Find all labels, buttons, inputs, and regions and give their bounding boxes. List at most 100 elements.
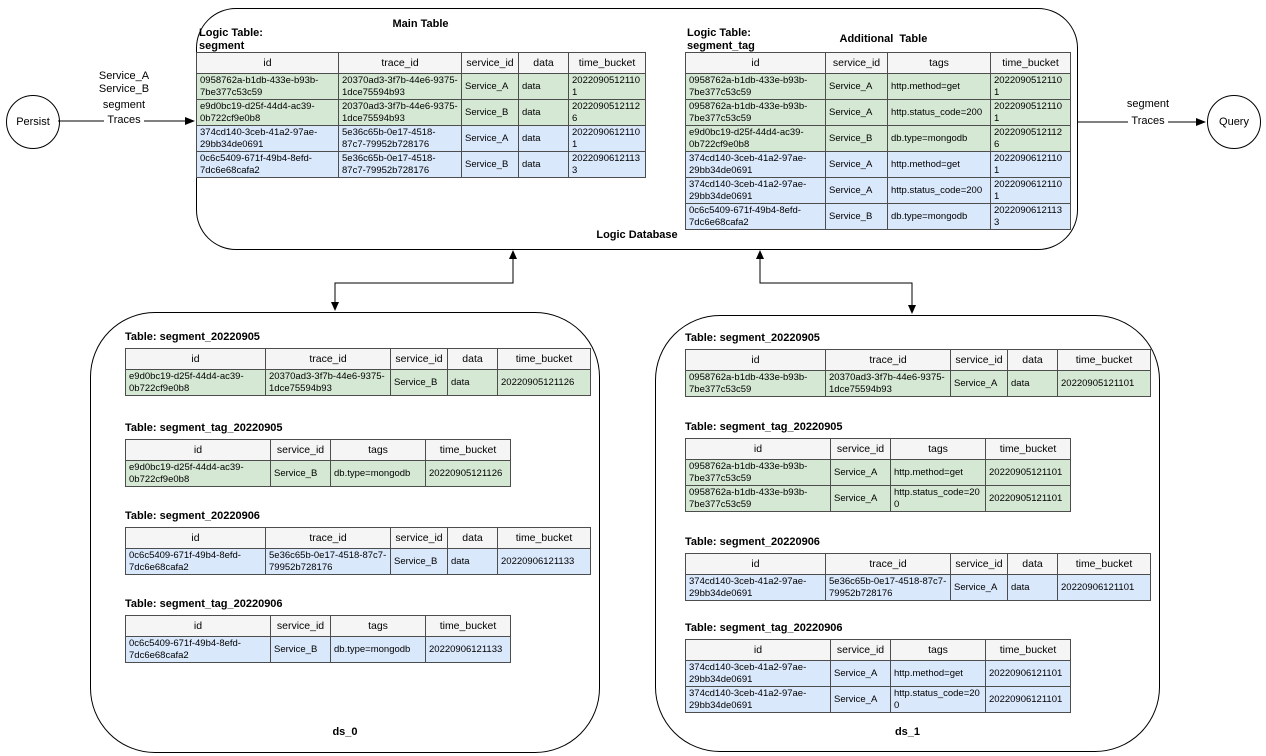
table-row: 0c6c5409-671f-49b4-8efd-7dc6e68cafa2 Serv…: [125, 636, 511, 663]
table-cell: 0958762a-b1db-433e-b93b-7be377c53c59: [685, 459, 831, 486]
ds0-table-segment-20220906: id trace_id service_id data time_bucket 0c6c5…: [125, 527, 591, 575]
table-cell: data: [518, 99, 569, 126]
data-table: id trace_id service_id data time_bucket 0c6c5…: [125, 527, 591, 575]
table-cell: Service_B: [390, 369, 448, 396]
ds0-connector-line: [334, 252, 514, 309]
data-table: id trace_id service_id data time_bucket e9d0b…: [125, 348, 591, 396]
additional-table-title: Additional Table: [839, 33, 928, 45]
query-node: Query: [1207, 95, 1261, 149]
ds1-table-group-segment-tag-20220906: Table: segment_tag_20220906 id service_id…: [685, 622, 1071, 713]
header-row: id service_id tags time_bucket: [685, 639, 1071, 661]
table-cell: http.method=get: [890, 660, 986, 687]
table-title: Table: segment_tag_20220905: [125, 422, 283, 434]
table-cell: e9d0bc19-d25f-44d4-ac39-0b722cf9e0b8: [685, 125, 826, 152]
column-header: service_id: [461, 52, 519, 74]
table-row: 0958762a-b1db-433e-b93b-7be377c53c59 2037…: [685, 370, 1151, 397]
ds0-label: ds_0: [332, 726, 358, 738]
table-cell: http.status_code=200: [887, 177, 991, 204]
data-table: id service_id tags time_bucket 0958762a-b1db…: [685, 438, 1071, 512]
logic-table-segment-tag: id service_id tags time_bucket 0958762a-b1db…: [685, 52, 1071, 230]
ds1-table-segment-20220906: id trace_id service_id data time_bucket 374cd…: [685, 553, 1151, 601]
table-row: 374cd140-3ceb-41a2-97ae-29bb34de0691 Serv…: [685, 151, 1071, 178]
table-cell: data: [518, 125, 569, 152]
table-cell: 20220906121101: [990, 177, 1071, 204]
table-cell: 0c6c5409-671f-49b4-8efd-7dc6e68cafa2: [125, 636, 271, 663]
table-cell: 20220906121133: [990, 203, 1071, 230]
table-cell: 0958762a-b1db-433e-b93b-7be377c53c59: [685, 73, 826, 100]
ds0-table-group-segment-tag-20220906: Table: segment_tag_20220906 id service_id…: [125, 598, 511, 663]
table-cell: 20220905121101: [568, 73, 646, 100]
table-row: e9d0bc19-d25f-44d4-ac39-0b722cf9e0b8 Serv…: [125, 460, 511, 487]
table-cell: Service_A: [830, 686, 891, 713]
column-header: id: [125, 348, 266, 370]
table-cell: Service_B: [461, 151, 519, 178]
table-title: Table: segment_tag_20220906: [685, 622, 843, 634]
header-row: id service_id tags time_bucket: [685, 52, 1071, 74]
query-node-label: Query: [1219, 116, 1249, 128]
table-cell: 0c6c5409-671f-49b4-8efd-7dc6e68cafa2: [125, 548, 266, 575]
data-table: id service_id tags time_bucket e9d0bc19-d25f…: [125, 439, 511, 487]
table-cell: e9d0bc19-d25f-44d4-ac39-0b722cf9e0b8: [125, 369, 266, 396]
table-row: 374cd140-3ceb-41a2-97ae-29bb34de0691 Serv…: [685, 177, 1071, 204]
ds1-table-group-segment-20220906: Table: segment_20220906 id trace_id servic…: [685, 536, 1151, 601]
persist-edge-segment-label: segment: [102, 99, 146, 111]
table-cell: 374cd140-3ceb-41a2-97ae-29bb34de0691: [685, 574, 826, 601]
table-cell: http.method=get: [887, 151, 991, 178]
table-cell: data: [1007, 370, 1058, 397]
query-edge-arrowhead-icon: [1196, 118, 1206, 126]
table-title: Table: segment_20220906: [685, 536, 820, 548]
table-title: Table: segment_20220905: [125, 331, 260, 343]
table-cell: 20220905121101: [1057, 370, 1151, 397]
header-row: id trace_id service_id data time_bucket: [196, 52, 646, 74]
table-cell: 20220905121126: [568, 99, 646, 126]
table-cell: e9d0bc19-d25f-44d4-ac39-0b722cf9e0b8: [196, 99, 339, 126]
ds1-table-segment-20220905: id trace_id service_id data time_bucket 09587…: [685, 349, 1151, 397]
table-cell: Service_B: [270, 636, 331, 663]
table-cell: 374cd140-3ceb-41a2-97ae-29bb34de0691: [685, 177, 826, 204]
table-cell: Service_A: [825, 99, 888, 126]
column-header: service_id: [390, 527, 448, 549]
table-row: e9d0bc19-d25f-44d4-ac39-0b722cf9e0b8 2037…: [196, 99, 646, 126]
table-row: 0958762a-b1db-433e-b93b-7be377c53c59 Serv…: [685, 459, 1071, 486]
table-cell: 5e36c65b-0e17-4518-87c7-79952b728176: [265, 548, 391, 575]
header-row: id trace_id service_id data time_bucket: [685, 553, 1151, 575]
column-header: id: [685, 639, 831, 661]
column-header: service_id: [270, 615, 331, 637]
table-cell: Service_B: [825, 203, 888, 230]
ds0-table-segment-tag-20220905: id service_id tags time_bucket e9d0bc19-d25f…: [125, 439, 511, 487]
column-header: time_bucket: [497, 527, 591, 549]
table-cell: http.method=get: [890, 459, 986, 486]
column-header: tags: [330, 615, 426, 637]
table-row: 374cd140-3ceb-41a2-97ae-29bb34de0691 5e36…: [196, 125, 646, 152]
table-cell: 20220906121133: [425, 636, 511, 663]
table-title: Table: segment_20220905: [685, 332, 820, 344]
column-header: service_id: [270, 439, 331, 461]
main-table-title: Main Table: [392, 18, 449, 30]
ds1-table-segment-tag-20220906: id service_id tags time_bucket 374cd140-3ceb…: [685, 639, 1071, 713]
table-row: 0c6c5409-671f-49b4-8efd-7dc6e68cafa2 Serv…: [685, 203, 1071, 230]
column-header: time_bucket: [985, 639, 1071, 661]
table-cell: 5e36c65b-0e17-4518-87c7-79952b728176: [825, 574, 951, 601]
table-cell: db.type=mongodb: [330, 460, 426, 487]
column-header: id: [125, 439, 271, 461]
table-cell: 5e36c65b-0e17-4518-87c7-79952b728176: [338, 151, 462, 178]
persist-node: Persist: [6, 95, 60, 149]
column-header: service_id: [830, 438, 891, 460]
table-cell: Service_A: [950, 574, 1008, 601]
ds0-table-group-segment-tag-20220905: Table: segment_tag_20220905 id service_id…: [125, 422, 511, 487]
column-header: id: [125, 527, 266, 549]
table-cell: db.type=mongodb: [330, 636, 426, 663]
table-cell: 20220905121101: [985, 459, 1071, 486]
ds0-table-group-segment-20220905: Table: segment_20220905 id trace_id servic…: [125, 331, 591, 396]
column-header: time_bucket: [425, 615, 511, 637]
column-header: id: [685, 349, 826, 371]
table-cell: 20220906121101: [985, 660, 1071, 687]
column-header: data: [447, 527, 498, 549]
column-header: id: [196, 52, 339, 74]
table-cell: 20370ad3-3f7b-44e6-9375-1dce75594b93: [265, 369, 391, 396]
table-cell: 5e36c65b-0e17-4518-87c7-79952b728176: [338, 125, 462, 152]
table-row: 0958762a-b1db-433e-b93b-7be377c53c59 2037…: [196, 73, 646, 100]
table-cell: 20220905121126: [990, 125, 1071, 152]
table-cell: data: [518, 151, 569, 178]
